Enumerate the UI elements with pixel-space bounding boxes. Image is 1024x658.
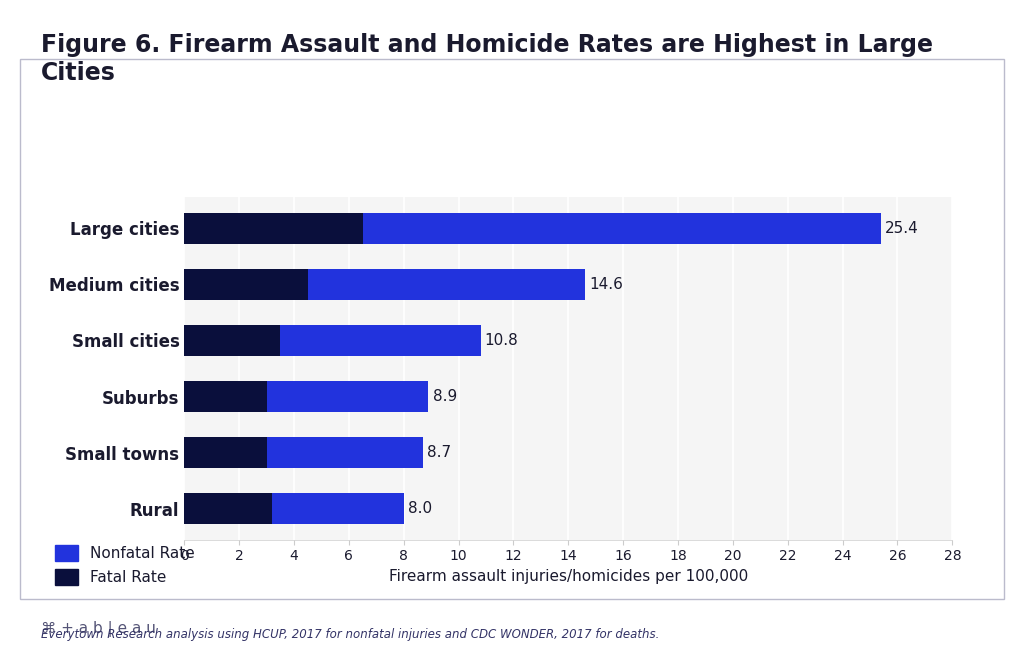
- Bar: [184, 325, 281, 356]
- Bar: [184, 494, 272, 524]
- Text: 10.8: 10.8: [484, 333, 518, 348]
- Bar: [281, 325, 480, 356]
- Text: 14.6: 14.6: [589, 277, 623, 292]
- Bar: [308, 269, 585, 300]
- Text: Everytown Research analysis using HCUP, 2017 for nonfatal injuries and CDC WONDE: Everytown Research analysis using HCUP, …: [41, 628, 659, 642]
- Bar: [362, 213, 881, 243]
- Bar: [272, 494, 403, 524]
- Text: 8.9: 8.9: [432, 389, 457, 404]
- Text: ⌘ + a b | e a u: ⌘ + a b | e a u: [41, 621, 156, 637]
- Bar: [184, 381, 266, 412]
- Legend: Nonfatal Rate, Fatal Rate: Nonfatal Rate, Fatal Rate: [48, 540, 201, 591]
- Bar: [184, 269, 308, 300]
- Bar: [184, 437, 266, 468]
- Bar: [266, 381, 428, 412]
- Bar: [266, 437, 423, 468]
- X-axis label: Firearm assault injuries/homicides per 100,000: Firearm assault injuries/homicides per 1…: [389, 569, 748, 584]
- Bar: [184, 213, 362, 243]
- Text: 8.0: 8.0: [408, 501, 432, 516]
- Text: 8.7: 8.7: [427, 445, 452, 460]
- Text: 25.4: 25.4: [885, 221, 919, 236]
- Text: Figure 6. Firearm Assault and Homicide Rates are Highest in Large
Cities: Figure 6. Firearm Assault and Homicide R…: [41, 33, 933, 85]
